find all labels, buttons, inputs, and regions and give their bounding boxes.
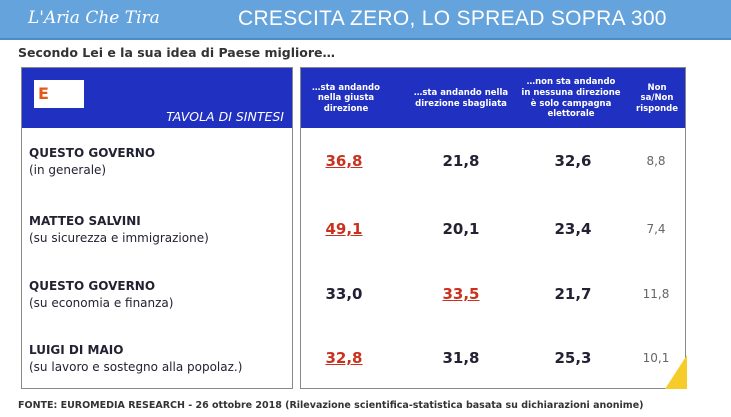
row-title: QUESTO GOVERNO (29, 146, 156, 160)
source-note: FONTE: EUROMEDIA RESEARCH - 26 ottobre 2… (18, 400, 644, 411)
table-cell: 8,8 (646, 154, 666, 168)
table-cell: 32,8 (325, 349, 363, 367)
row-title: QUESTO GOVERNO (29, 279, 156, 293)
headline: CRESCITA ZERO, LO SPREAD SOPRA 300 (238, 7, 667, 30)
column-headers: …sta andando nella giusta direzione …sta… (301, 67, 685, 128)
euromedia-logo: E (34, 80, 84, 108)
row-label: QUESTO GOVERNO (in generale) (29, 145, 155, 179)
row-title: LUIGI DI MAIO (29, 343, 124, 357)
table-cell: 21,8 (442, 152, 480, 170)
row-label: QUESTO GOVERNO (su economia e finanza) (29, 278, 173, 312)
row-subtitle: (su lavoro e sostegno alla popolaz.) (29, 359, 243, 374)
corner-decoration (665, 355, 687, 389)
values-panel: …sta andando nella giusta direzione …sta… (300, 67, 686, 389)
question-text: Secondo Lei e la sua idea di Paese migli… (18, 45, 336, 60)
table-cell: 33,0 (325, 285, 363, 303)
row-labels-panel: E TAVOLA DI SINTESI QUESTO GOVERNO (in ge… (21, 67, 293, 389)
table-cell: 7,4 (646, 222, 666, 236)
show-logo: L'Aria Che Tira (28, 8, 160, 28)
table-cell: 36,8 (325, 152, 363, 170)
left-header: E TAVOLA DI SINTESI (22, 67, 292, 128)
column-header-right-direction: …sta andando nella giusta direzione (312, 82, 380, 114)
table-cell: 31,8 (442, 349, 480, 367)
top-banner: L'Aria Che Tira CRESCITA ZERO, LO SPREAD… (0, 0, 731, 40)
table-cell: 33,5 (442, 285, 480, 303)
row-label: LUIGI DI MAIO (su lavoro e sostegno alla … (29, 342, 242, 376)
row-title: MATTEO SALVINI (29, 214, 141, 228)
table-cell: 32,6 (554, 152, 592, 170)
summary-table-label: TAVOLA DI SINTESI (166, 109, 284, 124)
table-cell: 21,7 (554, 285, 592, 303)
table-cell: 49,1 (325, 220, 363, 238)
row-label: MATTEO SALVINI (su sicurezza e immigrazio… (29, 213, 209, 247)
column-header-wrong-direction: …sta andando nella direzione sbagliata (413, 87, 509, 109)
row-subtitle: (su sicurezza e immigrazione) (29, 230, 209, 245)
row-subtitle: (in generale) (29, 162, 107, 177)
column-header-no-direction: …non sta andando in nessuna direzione è … (521, 77, 621, 120)
table-cell: 25,3 (554, 349, 592, 367)
table-cell: 10,1 (642, 351, 670, 365)
column-header-dont-know: Non sa/Non risponde (636, 82, 678, 114)
table-cell: 11,8 (642, 287, 670, 301)
table-cell: 20,1 (442, 220, 480, 238)
table-cell: 23,4 (554, 220, 592, 238)
row-subtitle: (su economia e finanza) (29, 295, 174, 310)
